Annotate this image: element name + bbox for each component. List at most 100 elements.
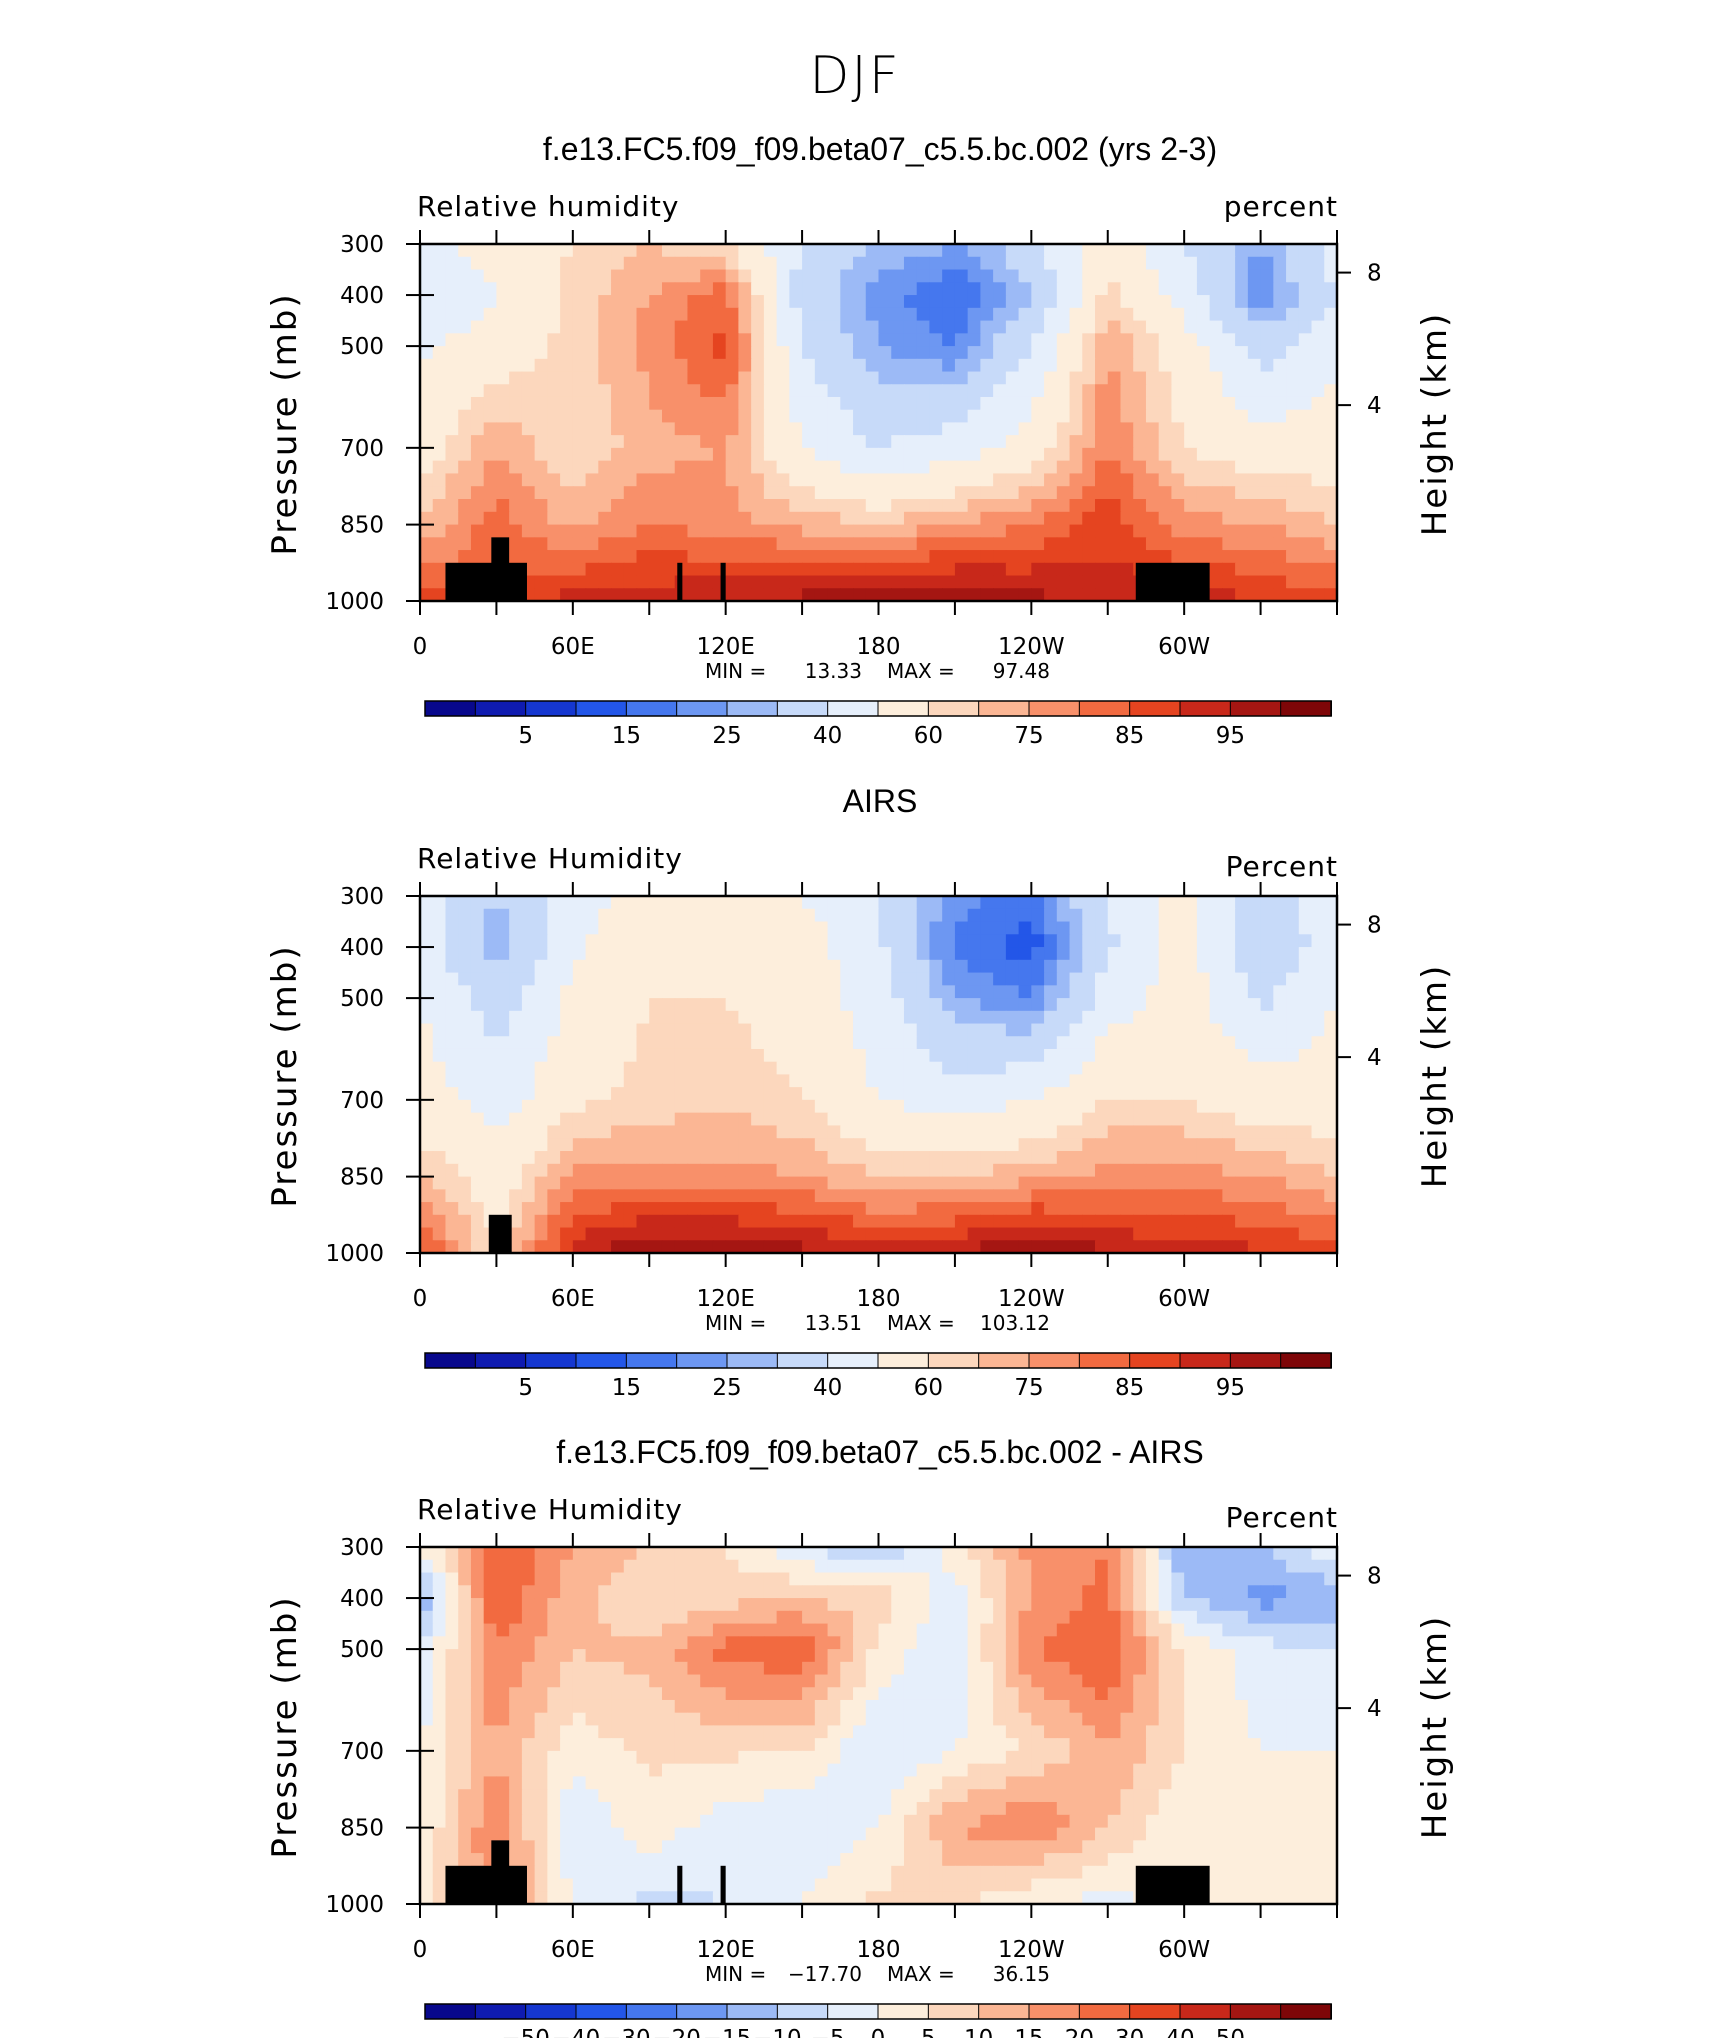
heatmap-cell: [1171, 1151, 1185, 1165]
heatmap-cell: [1056, 947, 1071, 961]
heatmap-cell: [763, 371, 778, 385]
heatmap-cell: [954, 256, 969, 271]
heatmap-cell: [1005, 269, 1020, 283]
heatmap-cell: [470, 1112, 485, 1127]
heatmap-cell: [1044, 972, 1058, 986]
heatmap-cell: [967, 972, 981, 986]
heatmap-cell: [560, 1227, 574, 1241]
heatmap-cell: [993, 333, 1007, 347]
heatmap-cell: [1095, 908, 1109, 923]
heatmap-cell: [598, 422, 612, 436]
heatmap-cell: [649, 985, 663, 999]
heatmap-cell: [1247, 550, 1262, 564]
heatmap-cell: [751, 486, 765, 500]
heatmap-cell: [751, 499, 765, 513]
heatmap-cell: [1222, 435, 1236, 449]
heatmap-cell: [789, 1240, 803, 1254]
heatmap-cell: [789, 256, 803, 271]
heatmap-cell: [903, 1099, 918, 1114]
lon-tick-label: 120E: [696, 1286, 754, 1312]
heatmap-cell: [585, 524, 599, 538]
heatmap-cell: [636, 396, 650, 411]
heatmap-cell: [598, 1189, 612, 1203]
heatmap-cell: [967, 1138, 981, 1152]
heatmap-cell: [1145, 1547, 1160, 1561]
heatmap-cell: [1145, 1138, 1160, 1152]
heatmap-cell: [712, 1547, 727, 1561]
heatmap-cell: [1107, 346, 1122, 360]
colorbar-swatch: [726, 1352, 779, 1369]
heatmap-cell: [1107, 947, 1122, 961]
heatmap-cell: [470, 1623, 485, 1637]
heatmap-cell: [1031, 1585, 1045, 1599]
heatmap-cell: [687, 422, 701, 436]
heatmap-cell: [954, 1623, 969, 1637]
heatmap-cell: [547, 1661, 561, 1676]
heatmap-cell: [789, 921, 803, 935]
heatmap-cell: [776, 460, 790, 475]
heatmap-cell: [547, 1240, 561, 1254]
heatmap-cell: [942, 1138, 956, 1152]
heatmap-cell: [916, 972, 931, 986]
heatmap-cell: [547, 908, 561, 923]
heatmap-cell: [993, 422, 1007, 436]
heatmap-cell: [878, 244, 892, 258]
heatmap-cell: [929, 1547, 943, 1561]
heatmap-cell: [891, 1151, 905, 1165]
heatmap-cell: [420, 896, 434, 910]
heatmap-cell: [1120, 435, 1134, 449]
heatmap-cell: [687, 985, 701, 999]
heatmap-cell: [598, 1202, 612, 1216]
heatmap-cell: [483, 1623, 498, 1637]
heatmap-cell: [891, 575, 905, 589]
heatmap-cell: [865, 998, 880, 1012]
heatmap-cell: [432, 1048, 447, 1063]
heatmap-cell: [1235, 1623, 1249, 1637]
heatmap-cell: [649, 1572, 663, 1586]
heatmap-cell: [623, 371, 638, 385]
heatmap-cell: [712, 1572, 727, 1586]
heatmap-cell: [1196, 499, 1211, 513]
heatmap-cell: [878, 1010, 892, 1025]
heatmap-cell: [496, 1112, 510, 1127]
heatmap-cell: [1044, 282, 1058, 296]
heatmap-cell: [942, 1010, 956, 1025]
heatmap-cell: [470, 269, 485, 283]
heatmap-cell: [1184, 934, 1198, 948]
heatmap-cell: [1247, 460, 1262, 475]
heatmap-cell: [763, 550, 778, 564]
heatmap-cell: [674, 295, 689, 309]
heatmap-cell: [802, 1585, 816, 1599]
heatmap-cell: [1298, 1023, 1313, 1037]
heatmap-cell: [891, 1598, 905, 1612]
heatmap-cell: [420, 486, 434, 500]
heatmap-cell: [623, 524, 638, 538]
heatmap-cell: [458, 896, 472, 910]
heatmap-cell: [827, 1074, 841, 1088]
heatmap-cell: [1031, 1099, 1045, 1114]
heatmap-cell: [1069, 1598, 1083, 1612]
heatmap-cell: [1311, 550, 1325, 564]
heatmap-cell: [445, 1010, 459, 1025]
heatmap-cell: [1298, 1623, 1313, 1637]
heatmap-cell: [420, 460, 434, 475]
heatmap-cell: [1247, 384, 1262, 398]
heatmap-cell: [1260, 282, 1274, 296]
heatmap-cell: [1222, 896, 1236, 910]
heatmap-cell: [1018, 908, 1032, 923]
heatmap-cell: [1286, 422, 1300, 436]
heatmap-cell: [1120, 1074, 1134, 1088]
heatmap-cell: [954, 422, 969, 436]
heatmap-cell: [853, 921, 867, 935]
heatmap-cell: [878, 1202, 892, 1216]
heatmap-cell: [916, 511, 931, 526]
heatmap-cell: [1324, 896, 1338, 910]
heatmap-cell: [661, 447, 676, 462]
heatmap-cell: [521, 959, 536, 974]
heatmap-cell: [1171, 959, 1185, 974]
heatmap-cell: [585, 1585, 599, 1599]
heatmap-cell: [1095, 384, 1109, 398]
heatmap-cell: [1133, 295, 1147, 309]
heatmap-cell: [967, 269, 981, 283]
heatmap-cell: [1095, 1636, 1109, 1650]
